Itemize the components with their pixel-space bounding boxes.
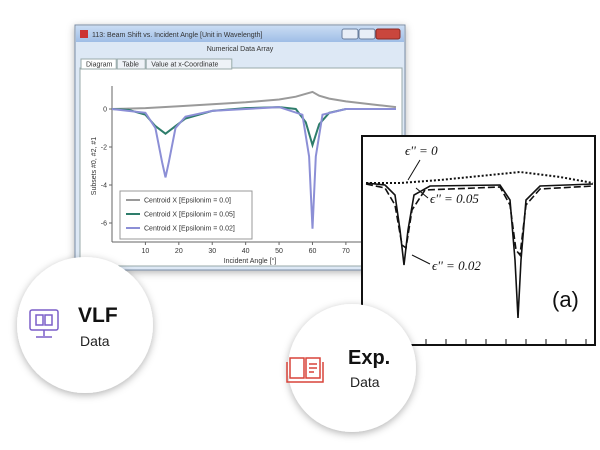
x-tick-label: 70 — [342, 248, 350, 255]
tab-label: Diagram — [86, 62, 113, 69]
badge-circle — [288, 304, 416, 432]
window-subtitle: Numerical Data Array — [207, 46, 274, 53]
experiment-curve-0 — [366, 170, 594, 184]
tab[interactable] — [145, 58, 233, 70]
badge-title: Exp. — [348, 347, 390, 369]
title-bar — [76, 26, 404, 42]
y-tick-label: -2 — [101, 145, 107, 152]
experiment-curve-002 — [365, 182, 594, 319]
badge-title: VLF — [78, 304, 118, 327]
badge-subtitle: Data — [80, 333, 110, 349]
badge-subtitle: Data — [350, 374, 380, 390]
y-tick-label: 0 — [103, 107, 107, 114]
experiment-label: ϵ'' = 0.05 — [430, 191, 479, 206]
x-tick-label: 40 — [242, 248, 250, 255]
tab[interactable] — [80, 58, 117, 70]
series-line — [112, 106, 396, 229]
vlf-icon — [29, 309, 59, 338]
chart: 0 -2 -4 -6 10 20 30 40 50 60 70 Incident Angle [°] S… — [91, 86, 402, 265]
x-tick-label: 10 — [142, 248, 150, 255]
legend-label: Centroid X [Epsilonim = 0.02] — [144, 226, 235, 233]
experiment-arrows — [407, 159, 431, 265]
legend: Centroid X [Epsilonim = 0.0] Centroid X [… — [119, 190, 253, 240]
experiment-figure: ϵ'' = 0 ϵ'' = 0.05 ϵ'' = 0.02 (a) — [361, 135, 596, 346]
legend-label: Centroid X [Epsilonim = 0.05] — [144, 212, 235, 219]
x-tick-label: 50 — [275, 248, 283, 255]
y-tick-label: -4 — [101, 183, 107, 190]
panel-label: (a) — [552, 287, 579, 312]
x-tick-label: 30 — [208, 248, 216, 255]
x-tick-label: 20 — [175, 248, 183, 255]
exp-icon — [286, 357, 324, 383]
experiment-curve-005 — [365, 183, 594, 257]
close-button[interactable] — [375, 28, 401, 40]
legend-label: Centroid X [Epsilonim = 0.0] — [144, 198, 231, 205]
tab[interactable] — [116, 58, 146, 70]
y-axis-label: Subsets #0, #2, #1 — [91, 137, 98, 195]
app-icon — [80, 30, 88, 38]
series-line — [112, 90, 397, 110]
experiment-label: ϵ'' = 0.02 — [432, 258, 481, 273]
window-title: 113: Beam Shift vs. Incident Angle [Unit… — [92, 32, 262, 39]
x-axis-label: Incident Angle [°] — [224, 257, 277, 265]
maximize-button[interactable] — [358, 28, 376, 40]
minimize-button[interactable] — [341, 28, 359, 40]
tab-label: Table — [122, 62, 139, 69]
tab-label: Value at x-Coordinate — [151, 62, 218, 69]
experiment-frame — [361, 135, 596, 346]
experiment-label: ϵ'' = 0 — [405, 143, 438, 158]
badge-circle — [17, 257, 153, 393]
x-tick-label: 60 — [309, 248, 317, 255]
legend-box — [119, 190, 253, 240]
tab-strip: Diagram Table Value at x-Coordinate — [80, 58, 233, 70]
badge-vlf — [17, 257, 153, 393]
badge-exp — [288, 304, 416, 432]
y-tick-label: -6 — [101, 221, 107, 228]
